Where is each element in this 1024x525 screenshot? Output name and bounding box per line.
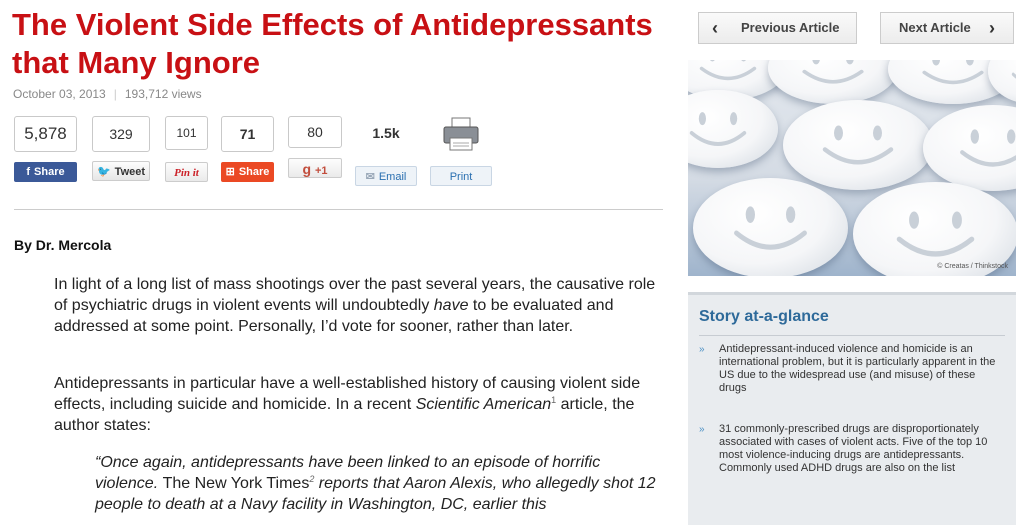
twitter-share-widget: 329 🐦 Tweet [92,116,150,181]
meta-separator: | [113,87,117,101]
smiley-face [853,182,1016,276]
chevron-left-icon: ‹ [712,18,718,38]
facebook-icon: f [26,166,31,178]
stumbleupon-share-button[interactable]: ⊞ Share [221,162,274,182]
facebook-share-widget: 5,878 f Share [14,116,77,182]
next-article-label: Next Article [899,20,971,35]
smiley-face [988,60,1016,104]
tweet-button[interactable]: 🐦 Tweet [92,161,150,181]
glance-item-text: Antidepressant-induced violence and homi… [719,343,996,394]
article-paragraph-2: Antidepressants in particular have a wel… [54,373,664,436]
glance-divider [699,335,1005,336]
paragraph-1-text-b: to be evaluated and addressed at some po… [54,297,614,335]
previous-article-button[interactable]: ‹ Previous Article [698,12,857,44]
twitter-share-count: 329 [92,116,150,152]
paragraph-2-text-a: Antidepressants in particular have a wel… [54,375,641,413]
double-chevron-bullet-icon: » [699,344,705,355]
plus-square-icon: ⊞ [225,166,235,178]
story-at-a-glance-title: Story at-a-glance [699,308,829,325]
email-share-count: 1.5k [355,116,417,152]
image-credit: © Creatas / Thinkstock [937,263,1008,270]
stumbleupon-share-count: 71 [221,116,274,152]
pinterest-share-widget: 101 Pin it [165,116,208,182]
email-share-button[interactable]: ✉ Email [355,166,417,186]
article-divider [14,209,663,210]
double-chevron-bullet-icon: » [699,424,705,435]
email-label: Email [378,171,407,183]
envelope-icon: ✉ [365,171,375,183]
paragraph-1-emphasis: have [433,297,469,314]
stumbleupon-share-widget: 71 ⊞ Share [221,116,274,182]
google-plus-icon: g [302,161,311,177]
next-article-button[interactable]: Next Article › [880,12,1014,44]
quote-text-a: “Once again, antidepressants have been l… [95,454,601,492]
quote-text-b: reports that Aaron Alexis, who allegedly… [95,475,656,513]
article-views: 193,712 views [124,87,202,101]
google-plus-widget: 80 g +1 [288,116,342,178]
stumbleupon-share-label: Share [238,166,270,178]
article-paragraph-1: In light of a long list of mass shooting… [54,274,664,337]
print-widget: Print [430,116,492,186]
footnote-ref-2[interactable]: 2 [309,474,315,484]
scientific-american-link: Scientific American [415,396,552,413]
paragraph-1-text-a: In light of a long list of mass shooting… [54,276,656,314]
paragraph-2-text-b: article, the author states: [54,396,635,434]
tweet-label: Tweet [114,166,146,178]
pin-it-button[interactable]: Pin it [165,162,208,182]
footnote-ref-1[interactable]: 1 [551,395,557,405]
previous-article-label: Previous Article [741,20,840,35]
story-at-a-glance-panel: Story at-a-glance » Antidepressant-induc… [688,292,1016,525]
smiley-face [688,90,778,168]
share-bar: 5,878 f Share 329 🐦 Tweet 101 Pin it 71 ⊞ S… [14,116,514,188]
smiley-face [923,105,1016,191]
glance-item: » 31 commonly-prescribed drugs are dispr… [699,423,1004,475]
glance-item: » Antidepressant-induced violence and ho… [699,343,1004,395]
google-plus-one-label: +1 [315,165,328,177]
facebook-share-label: Share [34,166,65,178]
printer-icon[interactable] [430,116,492,154]
google-plus-one-button[interactable]: g +1 [288,158,342,178]
twitter-bird-icon: 🐦 [96,166,111,178]
article-title: The Violent Side Effects of Antidepressa… [12,7,653,80]
facebook-share-button[interactable]: f Share [14,162,77,182]
google-plus-count: 80 [288,116,342,148]
byline: By Dr. Mercola [14,237,112,253]
chevron-right-icon: › [989,18,995,38]
pinterest-share-count: 101 [165,116,208,150]
email-share-widget: 1.5k ✉ Email [355,116,417,186]
smiley-face [768,60,898,104]
smiley-face [783,100,933,190]
new-york-times-ref: The New York Times [162,475,310,492]
article-blockquote: “Once again, antidepressants have been l… [95,452,665,515]
print-button[interactable]: Print [430,166,492,186]
article-hero-image: © Creatas / Thinkstock [688,60,1016,276]
glance-item-text: 31 commonly-prescribed drugs are disprop… [719,423,988,474]
facebook-share-count: 5,878 [14,116,77,152]
article-meta: October 03, 2013 | 193,712 views [13,87,202,101]
smiley-face [693,178,848,276]
article-date: October 03, 2013 [13,87,106,101]
